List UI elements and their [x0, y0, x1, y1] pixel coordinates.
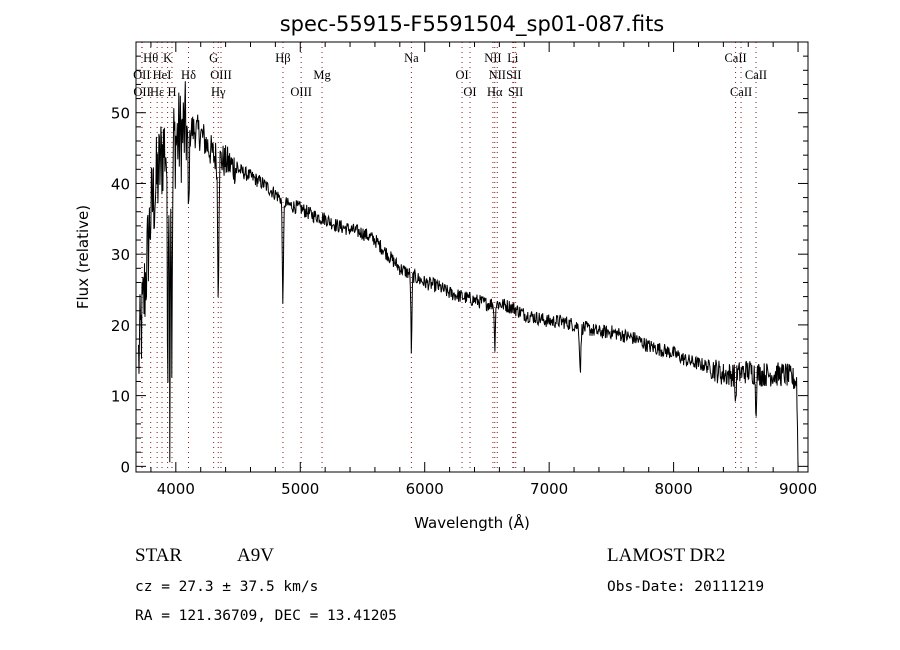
line-marker-label: SII — [506, 68, 521, 82]
line-marker-label: K — [163, 51, 172, 65]
y-tick-label: 10 — [111, 388, 130, 406]
x-tick-label: 5000 — [281, 480, 319, 498]
line-marker-label: OII — [133, 68, 150, 82]
line-marker-label: OIII — [290, 85, 312, 99]
line-marker-label: NII — [489, 68, 506, 82]
y-tick-label: 30 — [111, 246, 130, 264]
line-marker-label: Hε — [150, 85, 164, 99]
y-axis-label: Flux (relative) — [74, 205, 92, 309]
coordinates: RA = 121.36709, DEC = 13.41205 — [135, 608, 397, 624]
line-marker-label: CaII — [724, 51, 746, 65]
line-marker-label: Hδ — [181, 68, 196, 82]
x-tick-label: 6000 — [406, 480, 444, 498]
line-marker-label: Mg — [313, 68, 331, 82]
x-tick-label: 7000 — [530, 480, 568, 498]
chart-title: spec-55915-F5591504_sp01-087.fits — [280, 12, 665, 37]
x-tick-label: 9000 — [779, 480, 817, 498]
object-subclass: A9V — [237, 545, 274, 566]
line-marker-label: Li — [507, 51, 519, 65]
line-marker-label: CaII — [745, 68, 767, 82]
line-marker-label: Hβ — [275, 51, 290, 65]
y-tick-label: 50 — [111, 105, 130, 123]
line-marker-label: OI — [455, 68, 468, 82]
line-marker-label: NII — [484, 51, 501, 65]
line-marker-label: SII — [508, 85, 523, 99]
line-marker-label: Na — [404, 51, 419, 65]
line-marker-label: G — [209, 51, 218, 65]
line-marker-label: OIII — [210, 68, 232, 82]
y-tick-label: 40 — [111, 175, 130, 193]
line-marker-label: OII — [133, 85, 150, 99]
line-marker-label: H — [167, 85, 176, 99]
x-axis-label: Wavelength (Å) — [414, 513, 530, 532]
object-class: STAR — [135, 545, 182, 566]
y-tick-label: 20 — [111, 317, 130, 335]
x-tick-label: 8000 — [655, 480, 693, 498]
y-tick-label: 0 — [120, 458, 130, 476]
plot-frame — [135, 41, 809, 473]
survey-name: LAMOST DR2 — [607, 545, 725, 566]
line-marker-label: OI — [463, 85, 476, 99]
line-marker-label: CaII — [730, 85, 752, 99]
x-tick-label: 4000 — [157, 480, 195, 498]
line-marker-label: Hγ — [211, 85, 226, 99]
line-marker-label: Hθ — [143, 51, 158, 65]
line-marker-label: Hα — [487, 85, 503, 99]
line-marker-label: HeI — [153, 68, 172, 82]
spectrum-line — [138, 81, 799, 467]
axis-ticks: 4000 5000 6000 7000 8000 9000 0 10 20 30 40 50 — [111, 42, 817, 498]
redshift-cz: cz = 27.3 ± 37.5 km/s — [135, 579, 318, 595]
obs-date: Obs-Date: 20111219 — [607, 579, 764, 595]
